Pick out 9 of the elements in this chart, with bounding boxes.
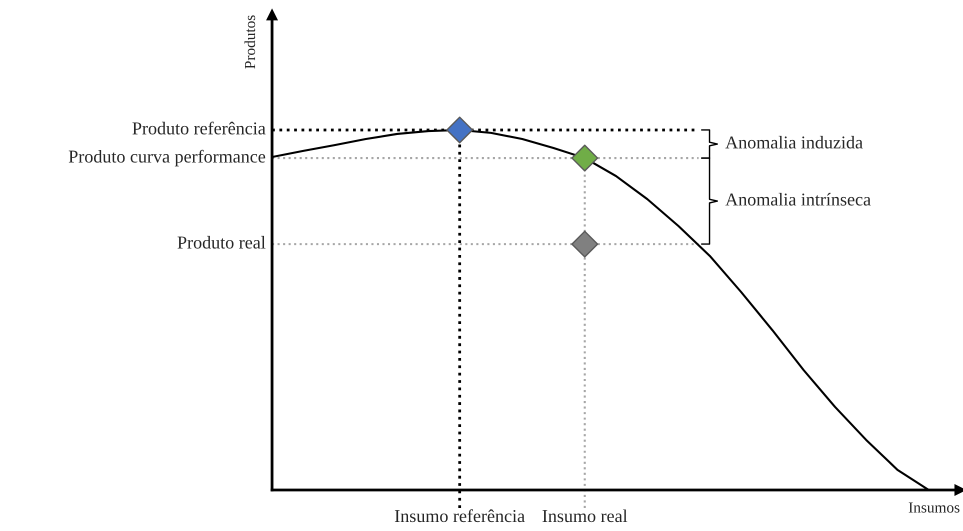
ref-line-label: Produto real	[178, 236, 266, 249]
y-axis-title: Produtos	[244, 15, 256, 69]
x-tick-label: Insumo referência	[394, 509, 525, 522]
annotation: Anomalia induzida	[725, 136, 863, 149]
ref-line-label: Produto curva performance	[68, 150, 266, 166]
ref-line-label: Produto referência	[132, 122, 266, 135]
annotation: Anomalia intrínseca	[725, 192, 871, 206]
x-axis-title: Insumos	[908, 502, 960, 513]
x-tick-label: Insumo real	[542, 509, 628, 522]
